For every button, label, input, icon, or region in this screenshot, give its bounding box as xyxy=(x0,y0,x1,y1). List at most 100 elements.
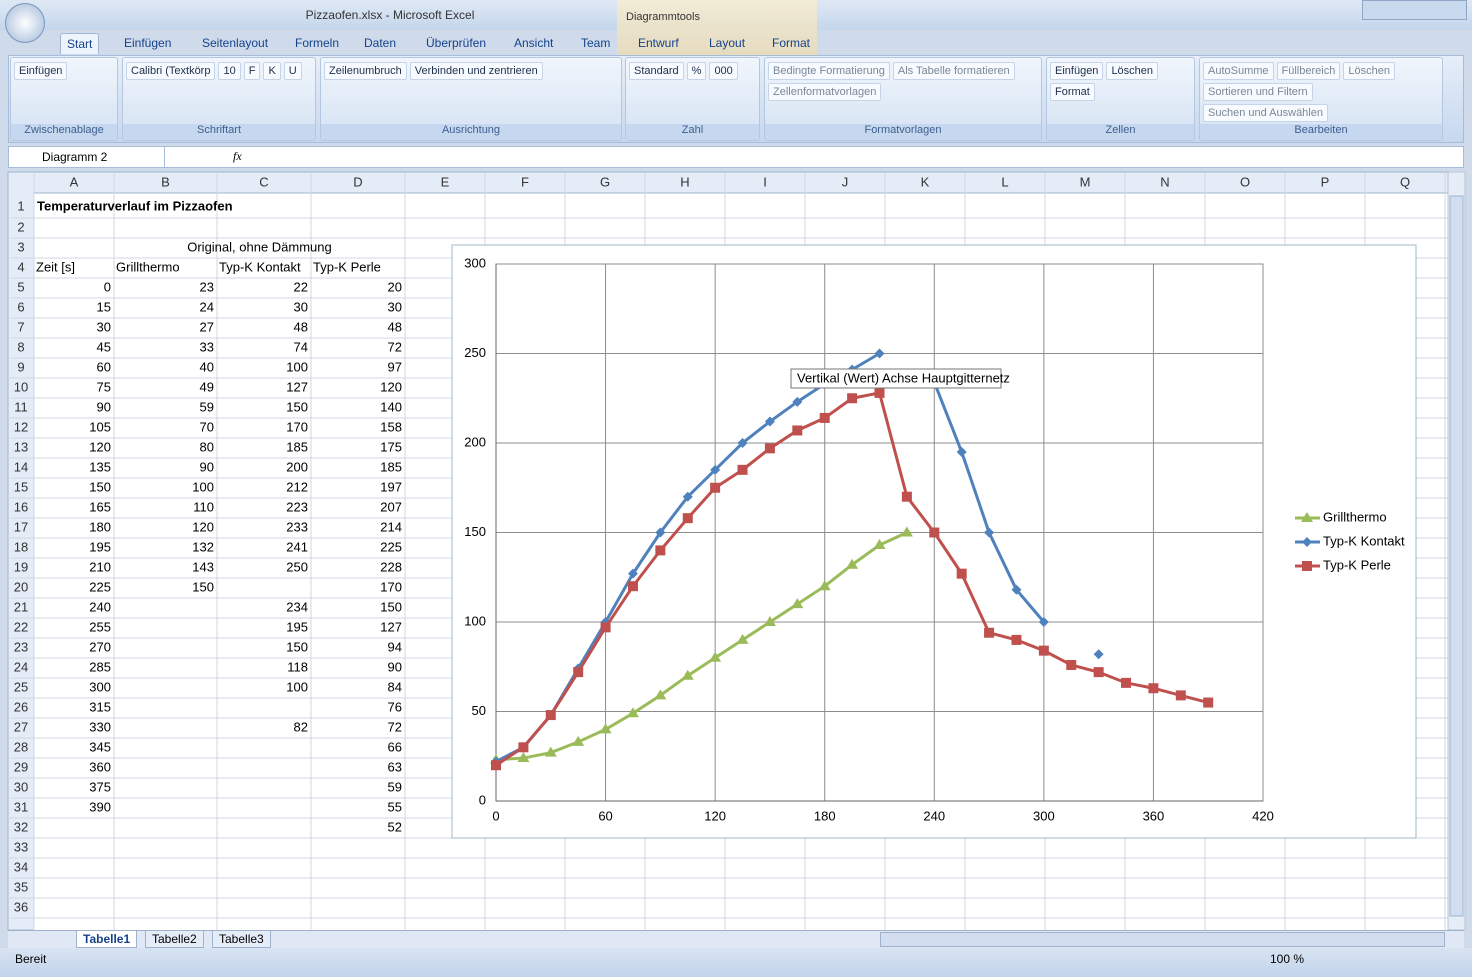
row-number: 32 xyxy=(14,819,28,834)
legend-label: Grillthermo xyxy=(1323,509,1387,524)
ribbon-button[interactable]: Calibri (Textkörp xyxy=(126,62,216,80)
ribbon-tab[interactable]: Start xyxy=(60,33,100,54)
ribbon-button[interactable]: Löschen xyxy=(1343,62,1395,80)
ribbon-button[interactable]: Einfügen xyxy=(14,62,68,80)
ribbon-tab[interactable]: Daten xyxy=(364,36,397,50)
ribbon-button[interactable]: Zeilenumbruch xyxy=(324,62,407,80)
ribbon-button[interactable]: 10 xyxy=(218,62,241,80)
cell-value: 150 xyxy=(89,479,111,494)
ribbon-items: Einfügen Löschen Format xyxy=(1050,62,1191,122)
ribbon-button[interactable]: Einfügen xyxy=(1050,62,1104,80)
status-text: Bereit xyxy=(15,952,47,966)
zoom-level[interactable]: 100 % xyxy=(1270,952,1305,966)
ribbon-group-label: Bearbeiten xyxy=(1200,124,1442,140)
row-number: 36 xyxy=(14,899,28,914)
marker xyxy=(573,667,584,678)
name-box[interactable]: Diagramm 2 xyxy=(10,147,165,167)
cell-value: 75 xyxy=(97,379,111,394)
ribbon-tab[interactable]: Ansicht xyxy=(514,36,554,50)
ribbon-tab[interactable]: Überprüfen xyxy=(426,36,487,50)
row-number: 3 xyxy=(17,239,24,254)
cell-value: 223 xyxy=(286,499,308,514)
ribbon-tab[interactable]: Format xyxy=(772,36,811,50)
ribbon-button[interactable]: 000 xyxy=(709,62,738,80)
ribbon-button[interactable]: F xyxy=(243,62,261,80)
window-title: Pizzaofen.xlsx - Microsoft Excel xyxy=(305,8,475,22)
marker xyxy=(681,669,694,680)
ribbon-tab[interactable]: Seitenlayout xyxy=(202,36,269,50)
x-tick-label: 120 xyxy=(704,808,726,823)
cell-value: 170 xyxy=(380,579,402,594)
legend-marker xyxy=(1302,537,1312,547)
marker xyxy=(1121,677,1132,688)
y-tick-label: 200 xyxy=(464,434,486,449)
column-letter: H xyxy=(680,174,689,189)
cell-value: 27 xyxy=(200,319,214,334)
sheet-tab[interactable]: Tabelle1 xyxy=(76,931,138,948)
ribbon-tab[interactable]: Einfügen xyxy=(124,36,172,50)
sheet-tab[interactable]: Tabelle2 xyxy=(145,931,204,948)
ribbon-button[interactable]: Suchen und Auswählen xyxy=(1203,104,1328,122)
ribbon-button[interactable]: K xyxy=(263,62,281,80)
legend-marker xyxy=(1302,561,1312,571)
ribbon-button[interactable]: Als Tabelle formatieren xyxy=(892,62,1015,80)
row-number: 11 xyxy=(14,399,28,414)
marker xyxy=(764,416,775,427)
marker xyxy=(764,443,775,454)
ribbon-button[interactable]: Bedingte Formatierung xyxy=(768,62,890,80)
cell-value: 59 xyxy=(388,779,402,794)
marker xyxy=(1093,649,1104,660)
cell-value: 20 xyxy=(388,279,402,294)
ribbon-button[interactable]: Zellenformatvorlagen xyxy=(768,83,882,101)
ribbon-button[interactable]: Löschen xyxy=(1106,62,1159,80)
cell-value: 55 xyxy=(388,799,402,814)
window-controls[interactable] xyxy=(1362,0,1467,20)
cell-value: 48 xyxy=(388,319,402,334)
cell-value: 97 xyxy=(388,359,402,374)
ribbon-items: Einfügen xyxy=(14,62,114,122)
horizontal-scrollbar[interactable] xyxy=(880,932,1445,947)
cell-value: 345 xyxy=(89,739,111,754)
fx-label: fx xyxy=(233,149,242,163)
ribbon-button[interactable]: % xyxy=(686,62,707,80)
marker xyxy=(544,746,557,757)
office-button[interactable] xyxy=(5,3,45,43)
ribbon-items: Calibri (Textkörp 10 F K U xyxy=(126,62,312,122)
ribbon-group: Bedingte Formatierung Als Tabelle formati… xyxy=(764,57,1042,141)
column-letter: P xyxy=(1321,174,1330,189)
row-number: 13 xyxy=(14,439,28,454)
ribbon-tab[interactable]: Formeln xyxy=(295,36,340,50)
ribbon-button[interactable]: Standard xyxy=(629,62,684,80)
cell-value: 255 xyxy=(89,619,111,634)
marker xyxy=(709,651,722,662)
cell-value: 105 xyxy=(89,419,111,434)
ribbon-tab[interactable]: Team xyxy=(581,36,611,50)
row-number: 24 xyxy=(14,659,28,674)
ribbon-button[interactable]: U xyxy=(283,62,302,80)
marker xyxy=(792,425,803,436)
cell-value: 76 xyxy=(388,699,402,714)
ribbon-tab[interactable]: Layout xyxy=(709,36,746,50)
ribbon-items: Zeilenumbruch Verbinden und zentrieren xyxy=(324,62,618,122)
cell-value: 45 xyxy=(97,339,111,354)
cell-value: 84 xyxy=(388,679,402,694)
marker xyxy=(956,568,967,579)
ribbon-button[interactable]: Verbinden und zentrieren xyxy=(409,62,543,80)
ribbon-tab[interactable]: Entwurf xyxy=(638,36,679,50)
ribbon-button[interactable]: AutoSumme xyxy=(1203,62,1274,80)
cell-value: 127 xyxy=(380,619,402,634)
column-heading: Grillthermo xyxy=(116,259,180,274)
context-header xyxy=(617,0,817,55)
ribbon-button[interactable]: Format xyxy=(1050,83,1095,101)
cell-value: 214 xyxy=(380,519,402,534)
row-number: 6 xyxy=(17,299,24,314)
cell-value: 40 xyxy=(200,359,214,374)
marker xyxy=(572,735,585,746)
column-letter: Q xyxy=(1400,174,1410,189)
ribbon-button[interactable]: Füllbereich xyxy=(1276,62,1341,80)
cell-value: 330 xyxy=(89,719,111,734)
ribbon-button[interactable]: Sortieren und Filtern xyxy=(1203,83,1313,101)
cell-value: 270 xyxy=(89,639,111,654)
row-number: 10 xyxy=(14,379,28,394)
sheet-tab[interactable]: Tabelle3 xyxy=(212,931,271,948)
